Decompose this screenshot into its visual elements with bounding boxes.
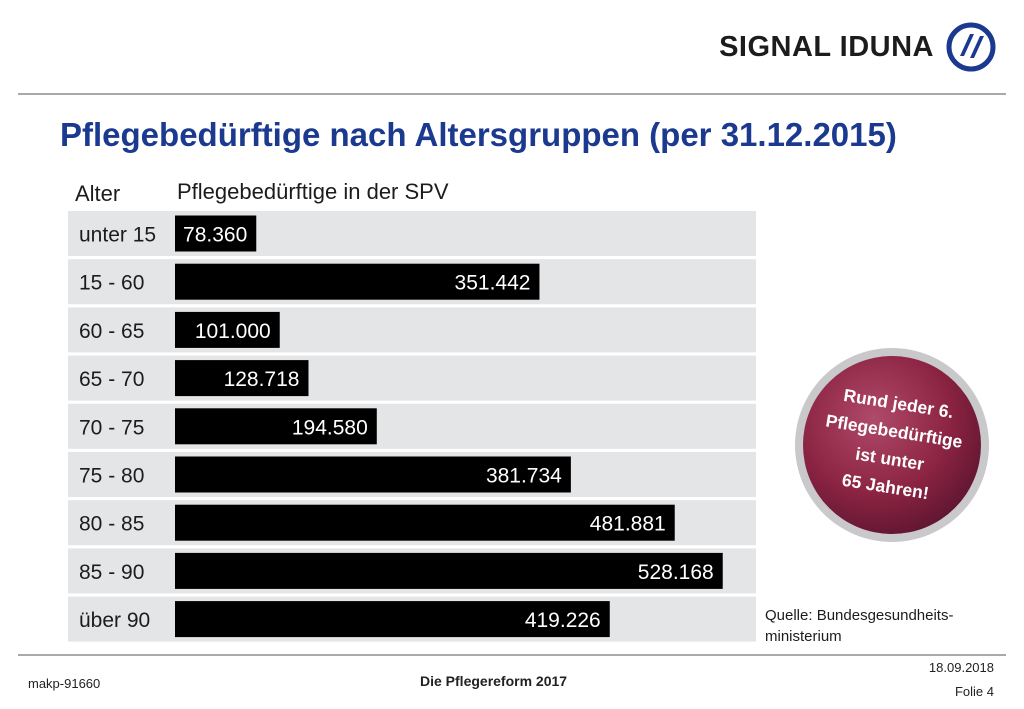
badge-text: Rund jeder 6. Pflegebedürftige ist unter… bbox=[779, 332, 1006, 559]
bar bbox=[175, 263, 540, 300]
bar bbox=[175, 552, 723, 589]
bar bbox=[175, 408, 377, 445]
category-label: 85 - 90 bbox=[79, 561, 144, 584]
value-label: 194.580 bbox=[292, 416, 368, 439]
page-title: Pflegebedürftige nach Altersgruppen (per… bbox=[60, 116, 897, 153]
value-label: 481.881 bbox=[590, 513, 666, 536]
bar bbox=[175, 360, 309, 397]
bar bbox=[175, 601, 610, 638]
bar bbox=[175, 456, 571, 493]
footer-slide-number: Folie 4 bbox=[954, 684, 994, 699]
category-label: 60 - 65 bbox=[79, 320, 144, 343]
category-label: 15 - 60 bbox=[79, 272, 144, 295]
category-label: 75 - 80 bbox=[79, 465, 144, 488]
column-header-alter: Alter bbox=[75, 181, 121, 206]
row-background bbox=[68, 211, 756, 256]
category-label: unter 15 bbox=[79, 224, 156, 247]
bar bbox=[175, 215, 257, 252]
value-label: 101.000 bbox=[195, 320, 271, 343]
footer-date: 18.09.2018 bbox=[928, 660, 994, 675]
source-line-2: ministerium bbox=[765, 628, 842, 645]
value-label: 528.168 bbox=[638, 561, 714, 584]
header-divider bbox=[18, 93, 1006, 95]
badge-circle bbox=[795, 348, 989, 542]
value-label: 128.718 bbox=[224, 368, 300, 391]
category-label: 70 - 75 bbox=[79, 416, 144, 439]
footer-divider bbox=[18, 654, 1006, 656]
row-background bbox=[68, 355, 756, 401]
logo-text: SIGNAL IDUNA bbox=[719, 30, 934, 63]
category-label: 65 - 70 bbox=[79, 368, 144, 391]
bar bbox=[175, 311, 280, 348]
footer-title: Die Pflegereform 2017 bbox=[420, 673, 568, 689]
value-label: 419.226 bbox=[525, 609, 601, 632]
row-background bbox=[68, 403, 756, 449]
logo: SIGNAL IDUNA bbox=[719, 22, 996, 72]
source-line-1: Quelle: Bundesgesundheits- bbox=[765, 607, 954, 624]
footer-code: makp-91660 bbox=[28, 676, 101, 691]
category-label: 80 - 85 bbox=[79, 513, 144, 536]
column-header-spv: Pflegebedürftige in der SPV bbox=[177, 179, 449, 204]
signal-iduna-mark-icon bbox=[946, 22, 996, 72]
bar bbox=[175, 504, 675, 541]
value-label: 78.360 bbox=[183, 224, 247, 247]
category-label: über 90 bbox=[79, 609, 150, 632]
source-note: Quelle: Bundesgesundheits- ministerium bbox=[765, 605, 953, 647]
value-label: 351.442 bbox=[455, 272, 531, 295]
row-background bbox=[68, 307, 756, 353]
value-label: 381.734 bbox=[486, 465, 562, 488]
